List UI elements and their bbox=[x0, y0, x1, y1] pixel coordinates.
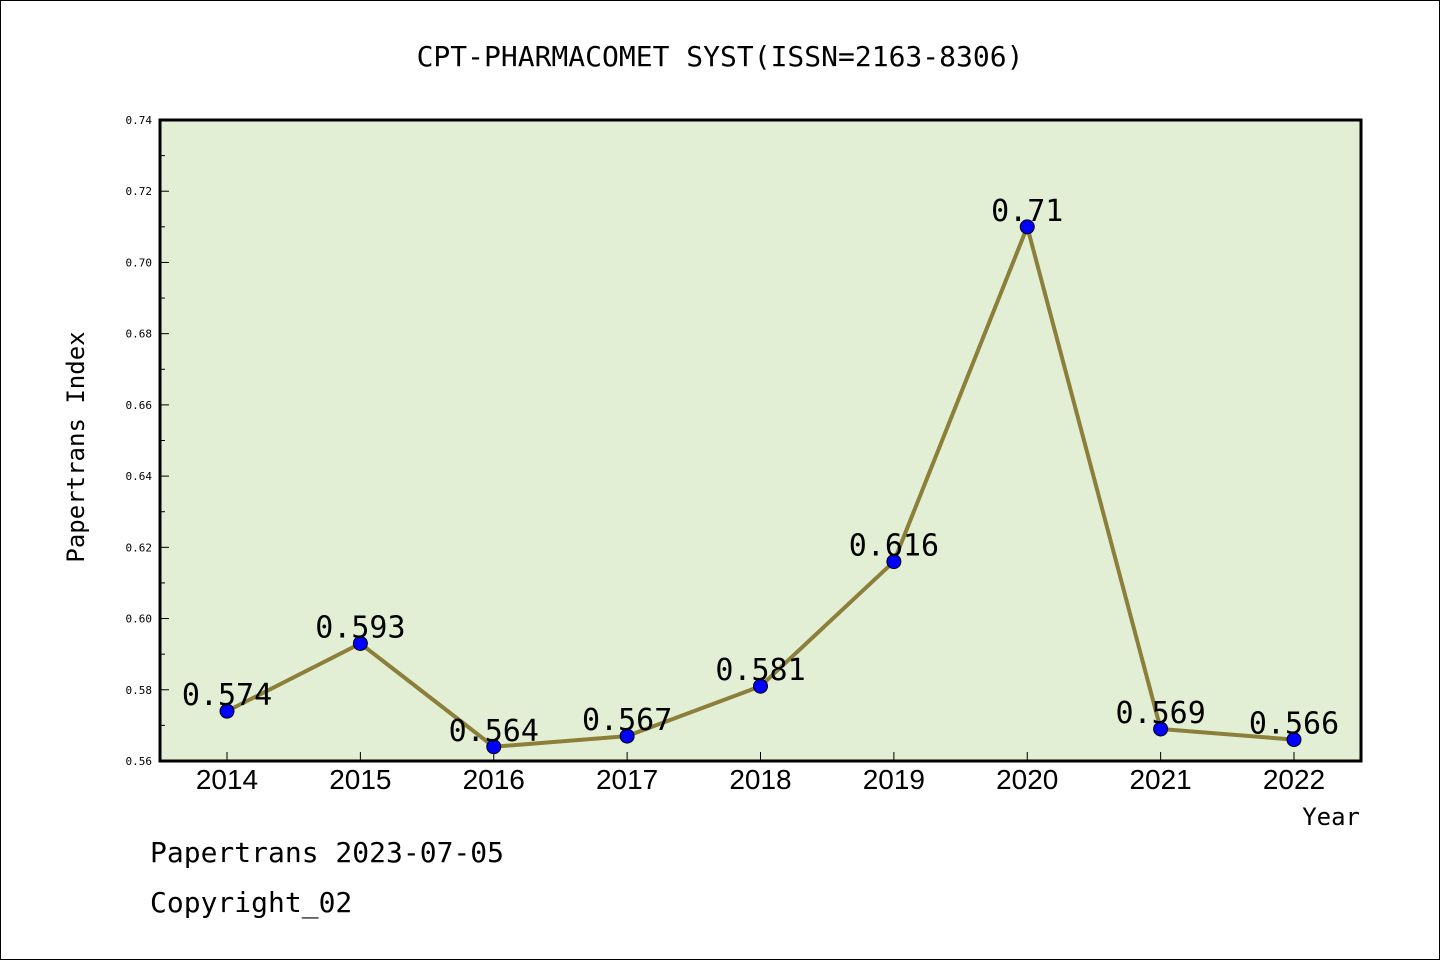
data-label: 0.569 bbox=[1115, 696, 1205, 731]
data-label: 0.564 bbox=[449, 714, 539, 749]
data-point bbox=[219, 703, 235, 719]
x-axis: 2014 2015 2016 2017 2018 2019 2020 2021 2022 bbox=[196, 752, 1325, 795]
x-tick-label: 2019 bbox=[863, 764, 925, 795]
data-point bbox=[1019, 219, 1035, 235]
y-axis-label: Papertrans Index bbox=[62, 331, 90, 562]
data-point bbox=[486, 739, 502, 755]
data-label: 0.593 bbox=[315, 610, 405, 645]
footer-date: Papertrans 2023-07-05 bbox=[150, 836, 505, 869]
data-labels: 0.574 0.593 0.564 0.567 0.581 0.616 0.71 0.569 0… bbox=[182, 194, 1339, 749]
x-tick-label: 2014 bbox=[196, 764, 258, 795]
y-tick-label: 0.62 bbox=[126, 541, 153, 554]
series-papertrans-index bbox=[219, 219, 1302, 755]
plot-border bbox=[158, 118, 1363, 763]
x-tick-label: 2020 bbox=[996, 764, 1058, 795]
data-label: 0.71 bbox=[991, 194, 1063, 229]
data-point bbox=[886, 554, 902, 570]
data-point bbox=[1286, 732, 1302, 748]
data-label: 0.574 bbox=[182, 678, 272, 713]
y-tick-label: 0.66 bbox=[126, 399, 153, 412]
plot-area bbox=[160, 120, 1361, 761]
data-label: 0.581 bbox=[715, 653, 805, 688]
y-tick-label: 0.60 bbox=[126, 613, 153, 626]
x-tick-label: 2015 bbox=[329, 764, 391, 795]
chart-title: CPT-PHARMACOMET SYST(ISSN=2163-8306) bbox=[417, 40, 1024, 73]
data-label: 0.567 bbox=[582, 703, 672, 738]
x-tick-label: 2016 bbox=[463, 764, 525, 795]
y-tick-label: 0.70 bbox=[126, 256, 153, 269]
y-tick-label: 0.68 bbox=[126, 328, 153, 341]
x-axis-label: Year bbox=[1302, 803, 1360, 831]
footer-copyright: Copyright_02 bbox=[150, 886, 353, 919]
y-axis: 0.56 0.58 0.60 0.62 0.64 0.66 0.68 0.70 0.72 0.74 bbox=[126, 114, 169, 768]
data-label: 0.566 bbox=[1249, 707, 1339, 742]
data-label: 0.616 bbox=[849, 529, 939, 564]
data-point bbox=[753, 678, 768, 694]
data-point bbox=[1153, 721, 1169, 737]
y-tick-label: 0.74 bbox=[126, 114, 153, 127]
data-point bbox=[619, 728, 635, 744]
data-point bbox=[352, 635, 368, 651]
y-tick-label: 0.72 bbox=[126, 185, 153, 198]
x-tick-label: 2022 bbox=[1263, 764, 1325, 795]
x-tick-label: 2017 bbox=[596, 764, 658, 795]
y-tick-label: 0.58 bbox=[126, 684, 153, 697]
x-tick-label: 2018 bbox=[729, 764, 791, 795]
x-tick-label: 2021 bbox=[1129, 764, 1191, 795]
y-tick-label: 0.64 bbox=[126, 470, 153, 483]
y-tick-label: 0.56 bbox=[126, 755, 153, 768]
